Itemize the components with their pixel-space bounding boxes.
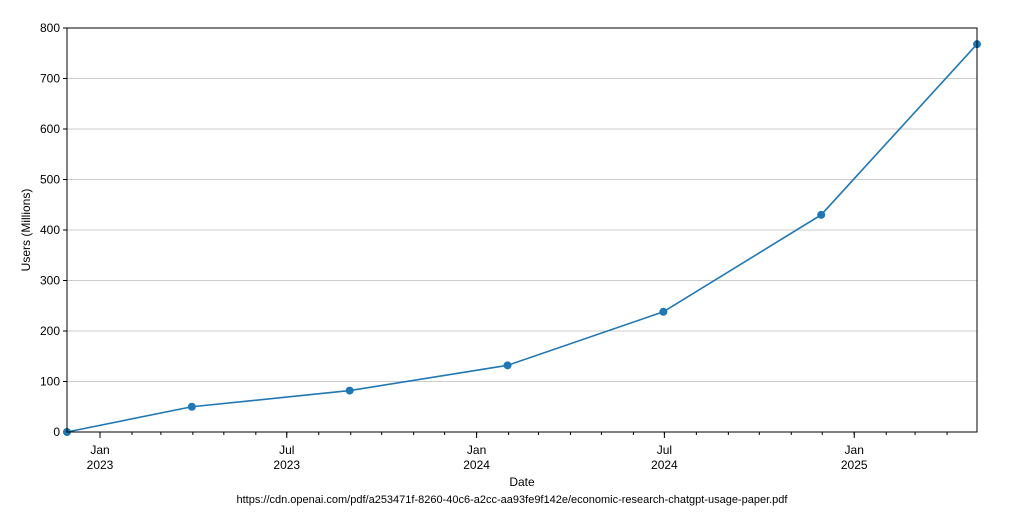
y-axis-ticks: 0 100 200 300 400 500 600 700 800: [40, 21, 67, 439]
y-tick-label: 300: [40, 274, 60, 288]
y-tick-label: 400: [40, 223, 60, 237]
plot-frame: [66, 27, 978, 433]
y-tick-label: 100: [40, 375, 60, 389]
y-tick-label: 700: [40, 72, 60, 86]
x-tick-label-year: 2025: [841, 458, 868, 472]
y-tick-label: 800: [40, 21, 60, 35]
x-tick-label-month: Jan: [90, 443, 109, 457]
y-tick-label: 0: [53, 425, 60, 439]
x-tick-label-year: 2023: [273, 458, 300, 472]
y-axis-label: Users (Millions): [19, 189, 33, 272]
source-url-caption: https://cdn.openai.com/pdf/a253471f-8260…: [236, 494, 788, 506]
x-tick-label-year: 2024: [463, 458, 490, 472]
series-line: [66, 43, 978, 433]
x-tick-label-month: Jan: [467, 443, 486, 457]
data-point: [187, 402, 196, 411]
x-tick-label-month: Jul: [279, 443, 294, 457]
x-axis-label: Date: [509, 475, 535, 489]
data-point: [659, 307, 668, 316]
grid-lines: [67, 27, 977, 433]
x-tick-label-month: Jan: [845, 443, 864, 457]
series-layer: [63, 40, 981, 436]
y-tick-label: 600: [40, 122, 60, 136]
y-tick-label: 500: [40, 173, 60, 187]
x-tick-label-year: 2023: [87, 458, 114, 472]
y-tick-label: 200: [40, 324, 60, 338]
data-point: [817, 210, 826, 219]
data-point: [503, 361, 512, 370]
data-point: [345, 386, 354, 395]
x-tick-label-year: 2024: [651, 458, 678, 472]
x-tick-label-month: Jul: [657, 443, 672, 457]
